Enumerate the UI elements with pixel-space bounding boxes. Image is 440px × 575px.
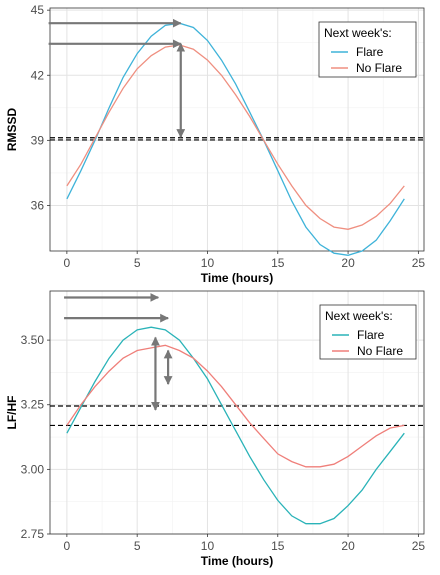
rmssd-panel-border: [49, 7, 425, 252]
rmssd-x-tick-label: 15: [271, 256, 285, 270]
lfhf-y-tick-label: 2.75: [21, 527, 45, 541]
rmssd-x-tick-label: 10: [201, 256, 215, 270]
lfhf-legend: Next week's: Flare No Flare: [319, 304, 417, 360]
lfhf-legend-label-no-flare: No Flare: [357, 344, 403, 358]
rmssd-x-tick-label: 20: [341, 256, 355, 270]
lfhf-legend-label-flare: Flare: [357, 328, 385, 342]
rmssd-y-tick-label: 45: [31, 3, 45, 17]
lfhf-x-axis-title: Time (hours): [201, 554, 273, 568]
rmssd-y-tick-label: 36: [31, 198, 45, 212]
lfhf-legend-title: Next week's:: [325, 309, 393, 323]
lfhf-y-tick-label: 3.25: [21, 398, 45, 412]
rmssd-x-tick-label: 0: [64, 256, 71, 270]
lfhf-x-tick-label: 0: [64, 539, 71, 553]
lfhf-x-tick-label: 5: [134, 539, 141, 553]
rmssd-y-axis-title: RMSSD: [5, 108, 19, 152]
rmssd-legend: Next week's: Flare No Flare: [318, 21, 417, 78]
lfhf-y-tick-label: 3.50: [21, 333, 45, 347]
lfhf-y-axis-title: LF/HF: [5, 396, 19, 430]
lfhf-series-line-no-flare: [66, 344, 405, 468]
lfhf-series-line-flare: [66, 326, 405, 525]
lfhf-legend-box: [319, 304, 417, 360]
rmssd-legend-title: Next week's:: [324, 26, 392, 40]
lfhf-x-tick-label: 15: [271, 539, 285, 553]
lfhf-chart-panel: 0 5 10 15 20 25 2.75 3.00 3.25 3.50 Time (hours) LF…: [5, 290, 426, 568]
lfhf-x-tick-label: 20: [341, 539, 355, 553]
rmssd-y-tick-label: 39: [31, 133, 45, 147]
rmssd-y-tick-label: 42: [31, 68, 45, 82]
rmssd-x-tick-label: 5: [134, 256, 141, 270]
rmssd-series-line-flare: [66, 22, 405, 256]
rmssd-x-axis-title: Time (hours): [201, 271, 273, 285]
rmssd-legend-label-flare: Flare: [356, 45, 384, 59]
lfhf-y-tick-label: 3.00: [21, 462, 45, 476]
lfhf-x-tick-label: 25: [412, 539, 426, 553]
rmssd-x-tick-label: 25: [412, 256, 426, 270]
rmssd-legend-label-no-flare: No Flare: [356, 61, 402, 75]
rmssd-series-line-no-flare: [66, 44, 405, 230]
lfhf-panel-border: [49, 290, 425, 535]
rmssd-chart-panel: 0 5 10 15 20 25 36 39 42 45 Time (hours) RMSSD Next …: [5, 3, 425, 285]
lfhf-x-tick-label: 10: [201, 539, 215, 553]
